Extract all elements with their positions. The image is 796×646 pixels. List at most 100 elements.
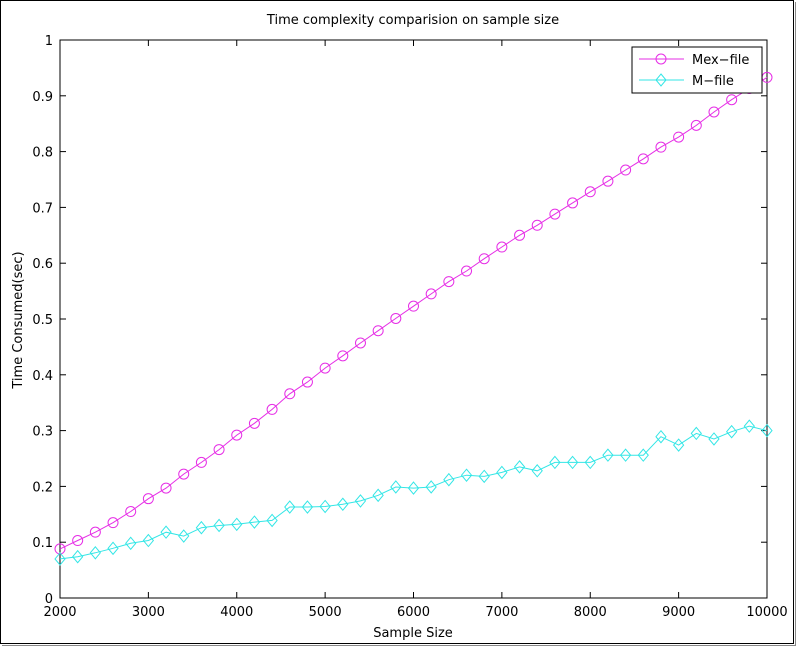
- data-point-m-file: [672, 438, 685, 452]
- legend-label-m-file: M−file: [692, 74, 734, 89]
- data-point-mex-file: [160, 482, 172, 494]
- data-point-mex-file: [266, 403, 278, 415]
- data-point-mex-file: [531, 219, 543, 231]
- data-point-mex-file: [496, 241, 508, 253]
- data-point-mex-file: [549, 208, 561, 220]
- data-point-m-file: [160, 525, 172, 539]
- data-point-m-file: [337, 497, 349, 512]
- data-point-m-file: [54, 552, 66, 566]
- x-tick-label: 7000: [485, 605, 518, 620]
- data-point-mex-file: [319, 362, 331, 374]
- x-tick-label: 2000: [43, 605, 76, 620]
- data-point-m-file: [89, 546, 102, 560]
- data-point-mex-file: [708, 106, 720, 118]
- data-point-mex-file: [195, 456, 207, 468]
- y-axis-label: Time Consumed(sec): [11, 251, 26, 389]
- data-point-mex-file: [443, 276, 455, 288]
- data-point-m-file: [637, 448, 649, 462]
- data-point-mex-file: [89, 526, 101, 538]
- data-point-mex-file: [602, 175, 614, 187]
- data-point-mex-file: [726, 94, 738, 106]
- y-tick-label: 0.1: [32, 536, 53, 551]
- legend-marker-mex-file: [655, 53, 667, 65]
- data-point-m-file: [584, 455, 596, 470]
- data-point-m-file: [443, 472, 455, 487]
- data-point-mex-file: [107, 517, 119, 529]
- data-point-mex-file: [655, 141, 667, 153]
- data-point-mex-file: [142, 493, 154, 505]
- data-point-mex-file: [620, 164, 632, 176]
- data-point-m-file: [602, 448, 614, 462]
- data-point-mex-file: [301, 376, 313, 388]
- data-point-m-file: [266, 513, 278, 528]
- y-tick-label: 1: [45, 34, 53, 49]
- data-point-m-file: [690, 426, 702, 441]
- x-tick-label: 10000: [746, 605, 787, 620]
- data-point-m-file: [619, 448, 632, 462]
- data-point-m-file: [407, 481, 420, 495]
- data-point-mex-file: [125, 506, 137, 518]
- x-tick-label: 3000: [132, 605, 165, 620]
- data-point-m-file: [142, 533, 155, 548]
- data-point-m-file: [231, 517, 243, 532]
- data-point-m-file: [425, 480, 437, 494]
- data-point-m-file: [708, 432, 720, 446]
- data-point-mex-file: [567, 197, 579, 209]
- plot-area: [59, 39, 768, 599]
- data-point-m-file: [496, 465, 508, 480]
- data-point-m-file: [531, 463, 543, 478]
- data-point-m-file: [478, 469, 490, 484]
- data-point-mex-file: [178, 468, 190, 480]
- data-point-m-file: [566, 455, 579, 470]
- x-tick-label: 5000: [309, 605, 342, 620]
- data-point-mex-file: [637, 153, 649, 165]
- data-point-m-file: [301, 500, 314, 514]
- data-point-mex-file: [673, 131, 685, 143]
- y-tick-label: 0.6: [32, 257, 53, 272]
- data-point-m-file: [72, 549, 84, 564]
- data-point-m-file: [178, 529, 190, 543]
- chart-title: Time complexity comparision on sample si…: [266, 13, 559, 28]
- data-point-mex-file: [284, 388, 296, 400]
- data-point-m-file: [761, 423, 773, 438]
- x-tick-label: 4000: [220, 605, 253, 620]
- legend: Mex−file M−file: [631, 46, 763, 94]
- data-point-mex-file: [213, 444, 225, 456]
- data-point-mex-file: [337, 350, 349, 362]
- data-point-m-file: [460, 468, 473, 483]
- y-tick-label: 0.7: [32, 201, 53, 216]
- data-point-m-file: [743, 419, 755, 433]
- axis-ticks: 2000 3000 4000 5000 6000 7000 8000 9000 10000 0 0.…: [32, 34, 787, 620]
- data-point-mex-file: [54, 543, 66, 555]
- legend-label-mex-file: Mex−file: [692, 53, 749, 68]
- y-tick-label: 0: [45, 592, 53, 607]
- data-point-mex-file: [72, 535, 84, 547]
- y-tick-label: 0.8: [32, 146, 53, 161]
- data-point-m-file: [319, 499, 331, 514]
- data-point-m-file: [549, 455, 561, 470]
- data-point-mex-file: [390, 312, 402, 324]
- data-point-m-file: [195, 520, 208, 535]
- legend-marker-m-file: [655, 73, 667, 87]
- data-point-m-file: [125, 536, 137, 551]
- data-point-mex-file: [690, 119, 702, 131]
- data-point-m-file: [390, 480, 402, 494]
- data-point-m-file: [107, 541, 119, 556]
- x-axis-label: Sample Size: [373, 626, 453, 641]
- data-point-mex-file: [248, 417, 260, 429]
- data-point-m-file: [213, 518, 225, 533]
- y-tick-label: 0.5: [32, 313, 53, 328]
- data-point-mex-file: [354, 337, 366, 349]
- data-point-m-file: [372, 488, 384, 503]
- data-point-m-file: [655, 429, 667, 444]
- y-tick-label: 0.4: [32, 369, 53, 384]
- y-tick-label: 0.2: [32, 480, 53, 495]
- data-point-mex-file: [231, 429, 243, 441]
- data-point-mex-file: [372, 325, 384, 337]
- x-tick-label: 8000: [574, 605, 607, 620]
- series-line-mex-file: [59, 76, 768, 550]
- data-point-m-file: [725, 424, 738, 439]
- x-tick-label: 6000: [397, 605, 430, 620]
